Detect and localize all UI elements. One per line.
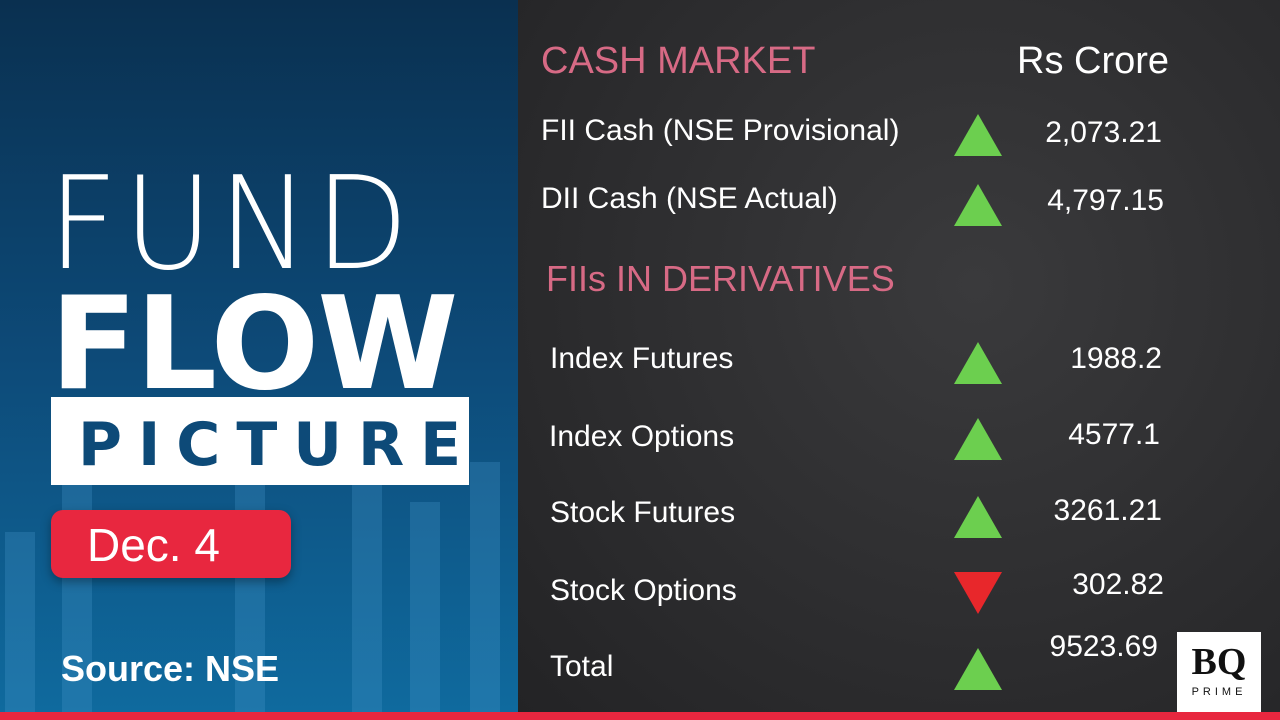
up-arrow-icon [954, 418, 1002, 460]
up-arrow-icon [954, 496, 1002, 538]
bottom-accent-strip [0, 712, 1280, 720]
row-label: Index Futures [550, 342, 734, 375]
up-arrow-icon [954, 184, 1002, 226]
title-panel: FUND FLOW PICTURE Dec. 4 Source: NSE [0, 0, 518, 712]
up-arrow-icon [954, 648, 1002, 690]
cash-market-heading: CASH MARKET [541, 40, 816, 82]
row-value: 9523.69 [1049, 630, 1158, 663]
background-bar [352, 457, 382, 712]
row-value: 302.82 [1072, 568, 1164, 601]
derivatives-heading: FIIs IN DERIVATIVES [546, 258, 895, 299]
bq-prime-logo: BQ PRIME [1177, 632, 1261, 714]
row-value: 4,797.15 [1047, 184, 1164, 217]
date-badge: Dec. 4 [51, 510, 291, 578]
row-value: 4577.1 [1068, 418, 1160, 451]
row-label: FII Cash (NSE Provisional) [541, 114, 900, 147]
down-arrow-icon [954, 572, 1002, 614]
row-label: Stock Options [550, 574, 737, 607]
data-panel [518, 0, 1280, 712]
picture-box [51, 397, 469, 485]
up-arrow-icon [954, 114, 1002, 156]
logo-subtext: PRIME [1191, 686, 1247, 698]
logo-text: BQ [1191, 641, 1247, 683]
row-label: DII Cash (NSE Actual) [541, 182, 838, 215]
source-label: Source: NSE [61, 648, 280, 689]
row-label: Index Options [549, 420, 735, 453]
title-picture: PICTURE [78, 410, 478, 480]
row-value: 1988.2 [1070, 342, 1162, 375]
title-flow: FLOW [50, 270, 458, 419]
row-label: Stock Futures [550, 496, 736, 529]
row-value: 2,073.21 [1045, 116, 1162, 149]
background-bar [470, 462, 500, 712]
up-arrow-icon [954, 342, 1002, 384]
row-value: 3261.21 [1053, 494, 1162, 527]
unit-label: Rs Crore [1017, 40, 1170, 82]
title-fund: FUND [48, 150, 415, 299]
row-label: Total [550, 650, 614, 683]
background-bar [410, 502, 440, 712]
background-bar [5, 532, 35, 712]
